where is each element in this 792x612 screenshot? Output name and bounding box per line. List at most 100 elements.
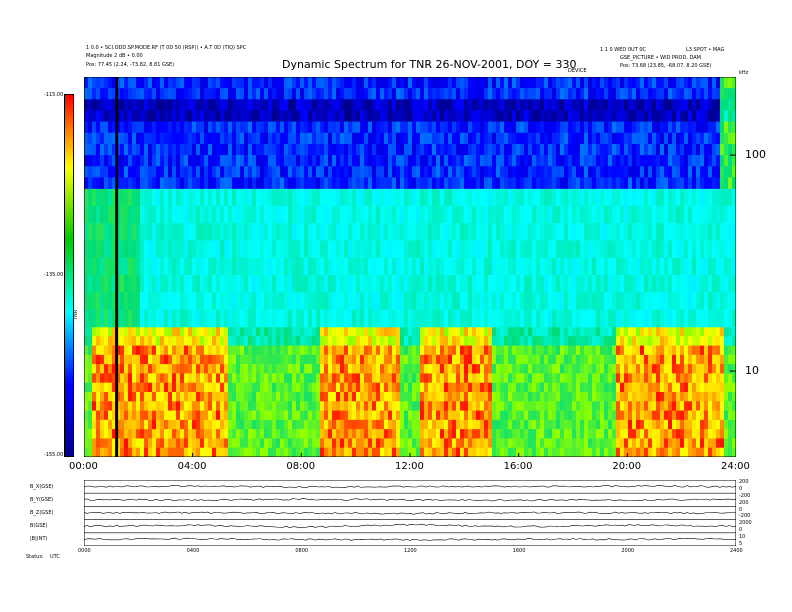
spectrogram-cell: [672, 345, 677, 356]
spectrogram-cell: [380, 257, 385, 276]
spectrogram-cell: [512, 292, 517, 310]
spectrogram-cell: [244, 110, 249, 122]
spectrogram-cell: [500, 292, 505, 310]
spectrogram-cell: [544, 223, 549, 241]
spectrogram-cell: [720, 447, 725, 457]
spectrogram-cell: [396, 447, 401, 457]
spectrogram-cell: [580, 132, 585, 145]
spectrogram-cell: [608, 364, 613, 374]
spectrogram-cell: [732, 309, 736, 328]
spectrogram-cell: [396, 391, 401, 402]
spectrogram-cell: [404, 336, 409, 346]
spectrogram-cell: [440, 419, 445, 430]
spectrogram-cell: [116, 205, 121, 224]
spectrogram-cell: [348, 438, 353, 449]
spectrogram-cell: [408, 410, 413, 421]
spectrogram-cell: [664, 401, 669, 411]
spectrogram-cell: [576, 401, 581, 411]
spectrogram-cell: [572, 410, 577, 421]
spectrogram-cell: [728, 429, 733, 439]
spectrogram-cell: [188, 99, 193, 111]
spectrogram-cell: [460, 275, 465, 293]
spectrogram-cell: [648, 77, 653, 89]
spectrogram-cell: [312, 419, 317, 430]
spectrogram-cell: [504, 345, 509, 356]
spectrogram-cell: [524, 336, 529, 346]
spectrogram-cell: [648, 155, 653, 167]
spectrogram-cell: [364, 410, 369, 421]
spectrogram-cell: [204, 88, 209, 100]
spectrogram-cell: [532, 292, 537, 310]
spectrogram-cell: [244, 410, 249, 421]
spectrogram-cell: [724, 240, 729, 259]
spectrogram-cell: [228, 143, 233, 156]
spectrogram-cell: [192, 275, 197, 293]
spectrogram-cell: [404, 121, 409, 134]
spectrogram-cell: [216, 410, 221, 421]
spectrogram-cell: [412, 447, 417, 457]
spectrogram-cell: [588, 99, 593, 111]
spectrogram-cell: [88, 292, 93, 310]
spectrogram-cell: [564, 77, 569, 89]
spectrogram-cell: [608, 391, 613, 402]
spectrogram-cell: [460, 309, 465, 328]
spectrogram-cell: [108, 88, 113, 100]
spectrogram-cell: [248, 410, 253, 421]
spectrogram-cell: [300, 438, 305, 449]
spectrogram-cell: [604, 223, 609, 241]
spectrogram-cell: [140, 99, 145, 111]
spectrogram-cell: [436, 429, 441, 439]
spectrogram-cell: [648, 345, 653, 356]
spectrogram-cell: [244, 132, 249, 145]
spectrogram-cell: [556, 373, 561, 384]
spectrogram-cell: [312, 223, 317, 241]
spectrogram-cell: [412, 143, 417, 156]
spectrogram-cell: [724, 309, 729, 328]
spectrogram-cell: [124, 257, 129, 276]
spectrogram-cell: [600, 188, 605, 207]
spectrogram-cell: [172, 155, 177, 167]
spectrogram-cell: [652, 364, 657, 374]
spectrogram-cell: [336, 438, 341, 449]
spectrogram-cell: [292, 240, 297, 259]
spectrogram-cell: [220, 143, 225, 156]
spectrogram-cell: [556, 345, 561, 356]
spectrogram-cell: [432, 292, 437, 310]
spectrogram-cell: [540, 354, 545, 365]
spectrogram-cell: [228, 205, 233, 224]
spectrogram-cell: [568, 410, 573, 421]
spectrogram-cell: [92, 419, 97, 430]
spectrogram-cell: [400, 240, 405, 259]
spectrogram-cell: [536, 382, 541, 393]
spectrogram-cell: [312, 155, 317, 167]
spectrogram-cell: [620, 419, 625, 430]
spectrogram-cell: [420, 223, 425, 241]
spectrogram-cell: [280, 240, 285, 259]
spectrogram-cell: [612, 447, 617, 457]
spectrogram-cell: [416, 155, 421, 167]
spectrogram-cell: [584, 223, 589, 241]
spectrogram-cell: [192, 205, 197, 224]
spectrogram-cell: [416, 275, 421, 293]
spectrogram-cell: [604, 419, 609, 430]
spectrogram-cell: [312, 382, 317, 393]
spectrogram-cell: [320, 99, 325, 111]
spectrogram-cell: [144, 410, 149, 421]
spectrogram-cell: [460, 345, 465, 356]
spectrogram-cell: [128, 205, 133, 224]
spectrogram-cell: [88, 382, 93, 393]
spectrogram-cell: [128, 188, 133, 207]
spectrogram-cell: [524, 410, 529, 421]
spectrogram-cell: [704, 336, 709, 346]
spectrogram-cell: [124, 354, 129, 365]
spectrogram-cell: [696, 223, 701, 241]
spectrogram-cell: [600, 447, 605, 457]
spectrogram-cell: [624, 292, 629, 310]
spectrogram-cell: [236, 166, 241, 178]
spectrogram-cell: [696, 345, 701, 356]
spectrogram-cell: [272, 309, 277, 328]
spectrogram-cell: [664, 223, 669, 241]
spectrogram-cell: [384, 188, 389, 207]
spectrogram-cell: [564, 364, 569, 374]
spectrogram-cell: [456, 110, 461, 122]
